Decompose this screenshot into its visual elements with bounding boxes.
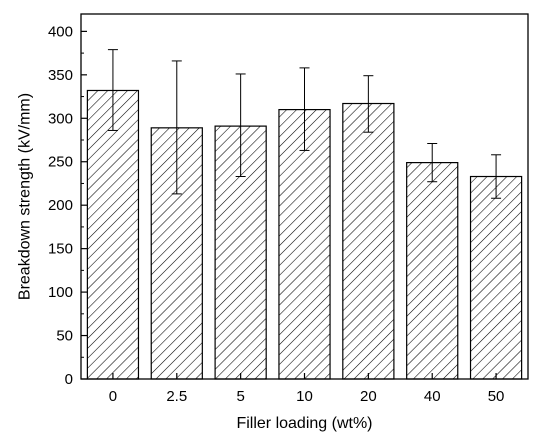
y-tick-label: 50	[56, 328, 73, 345]
y-tick-label: 300	[48, 110, 73, 127]
bar	[342, 102, 395, 380]
x-tick-label: 0	[109, 388, 117, 405]
x-tick-label: 2.5	[166, 388, 187, 405]
bar	[278, 108, 331, 380]
y-axis: 0 50 100 150 200 250 300 350 400	[48, 23, 87, 388]
x-tick-label: 40	[424, 388, 441, 405]
y-tick-label: 0	[65, 371, 73, 388]
y-tick-label: 400	[48, 23, 73, 40]
y-tick-label: 200	[48, 197, 73, 214]
x-axis: 0 2.5 5 10 20 40 50	[109, 373, 505, 405]
y-axis-title: Breakdown strength (kV/mm)	[17, 93, 34, 300]
error-bars-layer	[107, 49, 502, 199]
y-tick-label: 350	[48, 67, 73, 84]
x-axis-title: Filler loading (wt%)	[236, 415, 372, 432]
bar	[469, 175, 523, 380]
bar	[406, 162, 459, 380]
y-tick-label: 250	[48, 154, 73, 171]
x-tick-label: 10	[296, 388, 313, 405]
bar	[86, 89, 140, 380]
y-tick-label: 100	[48, 284, 73, 301]
bars-layer	[86, 89, 523, 380]
x-tick-label: 20	[360, 388, 377, 405]
x-tick-label: 5	[236, 388, 244, 405]
y-tick-label: 150	[48, 241, 73, 258]
x-tick-label: 50	[488, 388, 505, 405]
